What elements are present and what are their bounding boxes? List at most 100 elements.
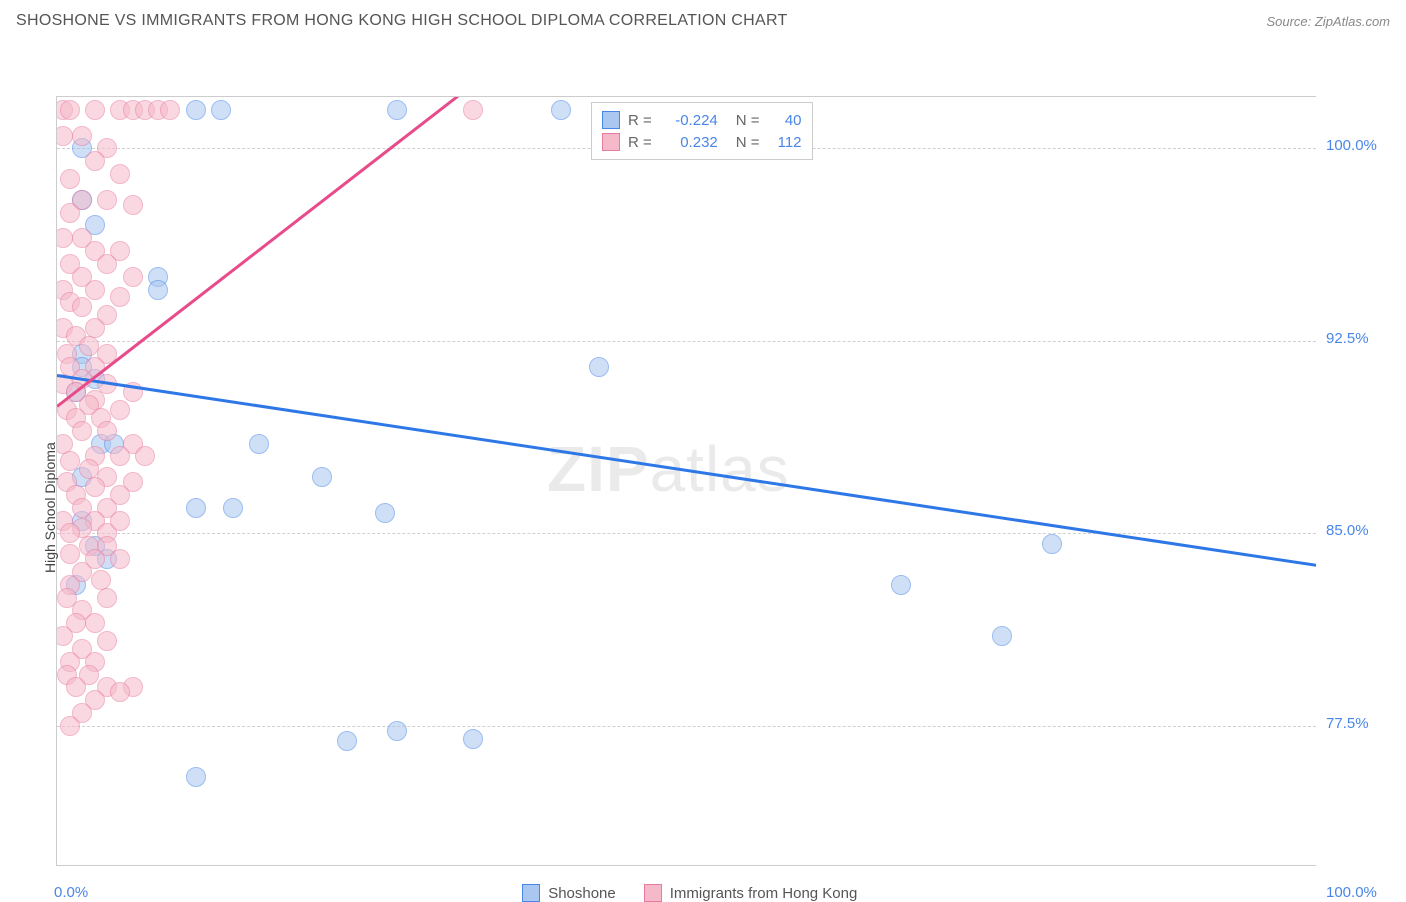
- y-tick-label: 77.5%: [1326, 715, 1369, 732]
- legend-r-value: 0.232: [660, 134, 718, 151]
- scatter-point: [97, 588, 117, 608]
- scatter-point: [85, 100, 105, 120]
- x-tick: [57, 865, 58, 866]
- scatter-point: [110, 400, 130, 420]
- gridline-h: [57, 341, 1316, 342]
- watermark-bold: ZIP: [547, 433, 650, 505]
- scatter-point: [1042, 534, 1062, 554]
- y-tick-label: 100.0%: [1326, 137, 1377, 154]
- scatter-point: [223, 498, 243, 518]
- scatter-point: [123, 472, 143, 492]
- scatter-point: [551, 100, 571, 120]
- scatter-point: [123, 267, 143, 287]
- x-axis-min-label: 0.0%: [54, 884, 88, 901]
- scatter-point: [56, 228, 73, 248]
- scatter-point: [312, 467, 332, 487]
- plot-area: ZIPatlas: [56, 96, 1316, 866]
- scatter-point: [186, 100, 206, 120]
- scatter-point: [66, 677, 86, 697]
- scatter-point: [110, 511, 130, 531]
- scatter-point: [160, 100, 180, 120]
- scatter-point: [60, 716, 80, 736]
- scatter-point: [60, 169, 80, 189]
- stats-legend-row: R = 0.232 N = 112: [602, 131, 802, 153]
- scatter-point: [56, 626, 73, 646]
- x-tick: [1115, 865, 1116, 866]
- gridline-h: [57, 533, 1316, 534]
- scatter-point: [56, 434, 73, 454]
- gridline-h: [57, 726, 1316, 727]
- x-tick: [1267, 865, 1268, 866]
- legend-swatch: [602, 111, 620, 129]
- legend-swatch: [602, 133, 620, 151]
- scatter-point: [97, 190, 117, 210]
- scatter-point: [186, 498, 206, 518]
- stats-legend: R = -0.224 N = 40 R = 0.232 N = 112: [591, 102, 813, 160]
- x-tick: [511, 865, 512, 866]
- scatter-point: [60, 100, 80, 120]
- scatter-point: [135, 446, 155, 466]
- legend-label: Immigrants from Hong Kong: [670, 885, 858, 902]
- scatter-point: [110, 287, 130, 307]
- scatter-point: [463, 100, 483, 120]
- scatter-point: [249, 434, 269, 454]
- scatter-point: [387, 721, 407, 741]
- trend-line: [57, 374, 1316, 567]
- chart-source: Source: ZipAtlas.com: [1266, 14, 1390, 29]
- scatter-point: [891, 575, 911, 595]
- scatter-point: [60, 544, 80, 564]
- scatter-point: [85, 613, 105, 633]
- scatter-point: [79, 336, 99, 356]
- scatter-point: [85, 477, 105, 497]
- bottom-legend-item: Immigrants from Hong Kong: [644, 884, 858, 902]
- scatter-point: [123, 195, 143, 215]
- x-tick: [964, 865, 965, 866]
- scatter-point: [148, 280, 168, 300]
- scatter-point: [387, 100, 407, 120]
- scatter-point: [589, 357, 609, 377]
- chart-title: SHOSHONE VS IMMIGRANTS FROM HONG KONG HI…: [16, 12, 788, 30]
- scatter-point: [97, 254, 117, 274]
- y-axis-label: High School Diploma: [42, 443, 58, 574]
- scatter-point: [72, 297, 92, 317]
- bottom-legend: Shoshone Immigrants from Hong Kong: [522, 884, 857, 902]
- legend-r-label: R =: [628, 112, 652, 129]
- scatter-point: [85, 151, 105, 171]
- scatter-point: [110, 164, 130, 184]
- x-tick: [208, 865, 209, 866]
- scatter-point: [60, 203, 80, 223]
- scatter-point: [72, 126, 92, 146]
- scatter-point: [110, 446, 130, 466]
- chart-header: SHOSHONE VS IMMIGRANTS FROM HONG KONG HI…: [0, 0, 1406, 38]
- scatter-point: [85, 280, 105, 300]
- legend-n-value: 40: [768, 112, 802, 129]
- scatter-point: [463, 729, 483, 749]
- scatter-point: [97, 631, 117, 651]
- legend-swatch: [644, 884, 662, 902]
- scatter-point: [72, 421, 92, 441]
- legend-label: Shoshone: [548, 885, 616, 902]
- bottom-legend-item: Shoshone: [522, 884, 616, 902]
- legend-r-label: R =: [628, 134, 652, 151]
- y-tick-label: 92.5%: [1326, 330, 1369, 347]
- x-axis-max-label: 100.0%: [1326, 884, 1377, 901]
- y-tick-label: 85.0%: [1326, 522, 1369, 539]
- scatter-point: [211, 100, 231, 120]
- legend-swatch: [522, 884, 540, 902]
- legend-r-value: -0.224: [660, 112, 718, 129]
- legend-n-value: 112: [768, 134, 802, 151]
- scatter-point: [60, 451, 80, 471]
- scatter-point: [97, 421, 117, 441]
- stats-legend-row: R = -0.224 N = 40: [602, 109, 802, 131]
- scatter-point: [60, 523, 80, 543]
- legend-n-label: N =: [736, 134, 760, 151]
- scatter-point: [375, 503, 395, 523]
- x-tick: [813, 865, 814, 866]
- x-tick: [359, 865, 360, 866]
- scatter-point: [186, 767, 206, 787]
- scatter-point: [992, 626, 1012, 646]
- scatter-point: [110, 682, 130, 702]
- x-tick: [662, 865, 663, 866]
- legend-n-label: N =: [736, 112, 760, 129]
- scatter-point: [337, 731, 357, 751]
